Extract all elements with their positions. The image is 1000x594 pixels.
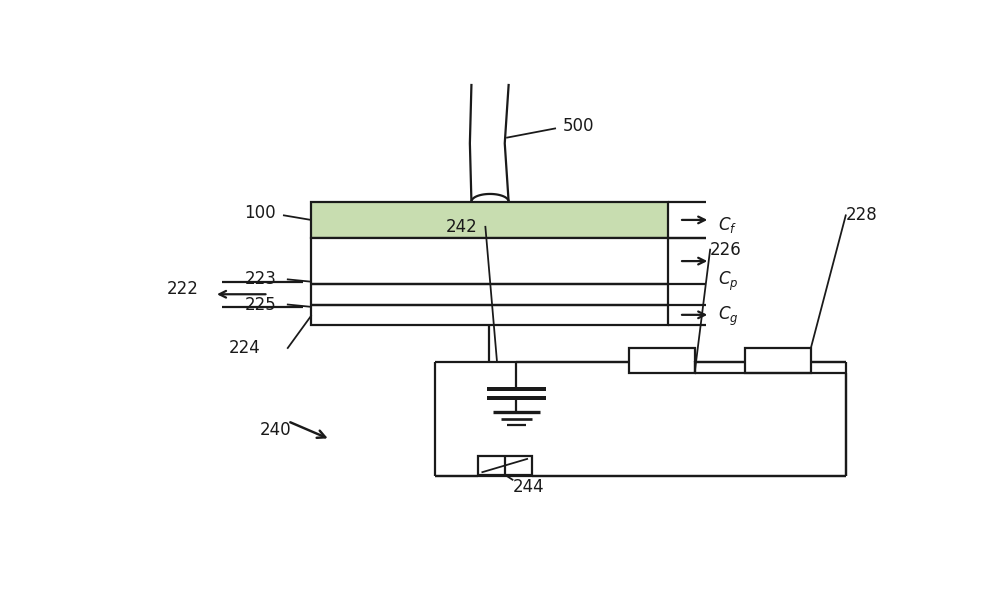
Text: 222: 222 <box>167 280 199 298</box>
Bar <box>629 348 695 373</box>
Text: 226: 226 <box>710 241 742 258</box>
Text: 225: 225 <box>244 296 276 314</box>
Text: $C_g$: $C_g$ <box>718 304 738 327</box>
Text: 242: 242 <box>446 218 478 236</box>
Text: 100: 100 <box>244 204 276 222</box>
Bar <box>745 348 811 373</box>
Text: 240: 240 <box>260 421 292 440</box>
Bar <box>311 201 668 238</box>
Text: $C_p$: $C_p$ <box>718 270 738 293</box>
Text: 224: 224 <box>229 339 261 357</box>
Bar <box>478 456 532 475</box>
Text: 244: 244 <box>512 478 544 495</box>
Text: $C_f$: $C_f$ <box>718 214 737 235</box>
Bar <box>311 238 668 325</box>
Text: 500: 500 <box>563 117 594 135</box>
Text: 223: 223 <box>244 270 276 289</box>
Text: 228: 228 <box>846 206 878 225</box>
